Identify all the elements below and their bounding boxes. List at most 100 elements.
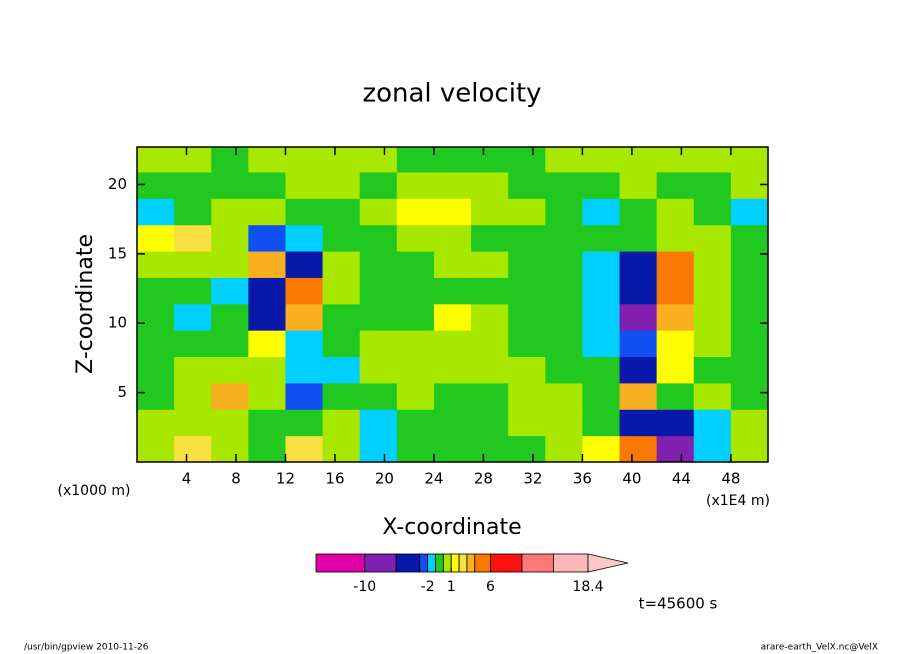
- field-cell: [137, 147, 175, 173]
- field-cell: [619, 382, 658, 410]
- x-tick-label: 40: [622, 470, 641, 488]
- x-tick-label: 4: [182, 470, 192, 488]
- field-cell: [433, 147, 472, 173]
- field-cell: [137, 435, 175, 463]
- colorbar-segment: [315, 553, 366, 573]
- field-cell: [433, 198, 472, 226]
- x-tick-label: 20: [375, 470, 394, 488]
- field-cell: [211, 409, 249, 437]
- field-cell: [248, 198, 286, 226]
- field-cell: [396, 435, 435, 463]
- field-cell: [471, 303, 509, 331]
- field-cell: [211, 251, 249, 278]
- field-cell: [359, 435, 398, 463]
- field-cell: [730, 198, 769, 226]
- field-cell: [693, 277, 732, 305]
- field-cell: [433, 171, 472, 199]
- field-cell: [285, 409, 324, 437]
- field-cell: [656, 251, 695, 278]
- field-cell: [545, 147, 583, 173]
- field-cell: [730, 224, 769, 252]
- field-cell: [211, 382, 249, 410]
- field-cell: [433, 356, 472, 384]
- field-cell: [322, 330, 361, 358]
- field-cell: [508, 198, 546, 226]
- field-cell: [693, 251, 732, 278]
- field-cell: [248, 303, 286, 331]
- field-cell: [137, 330, 175, 358]
- field-cell: [508, 356, 546, 384]
- x-unit: (x1E4 m): [706, 493, 770, 509]
- colorbar-extension: [587, 553, 629, 573]
- field-cell: [619, 330, 658, 358]
- y-tick-label: 10: [108, 314, 127, 332]
- field-cell: [508, 303, 546, 331]
- field-cell: [359, 382, 398, 410]
- field-cell: [396, 277, 435, 305]
- field-cell: [508, 277, 546, 305]
- field-cell: [211, 277, 249, 305]
- field-cell: [248, 224, 286, 252]
- field-cell: [730, 277, 769, 305]
- field-cell: [396, 147, 435, 173]
- field-cell: [285, 224, 324, 252]
- field-cell: [656, 224, 695, 252]
- field-cell: [322, 409, 361, 437]
- field-cell: [137, 171, 175, 199]
- colorbar-segment: [419, 553, 429, 573]
- x-tick-label: 8: [231, 470, 241, 488]
- field-cell: [471, 147, 509, 173]
- field-cell: [471, 277, 509, 305]
- colorbar-tick-label: -10: [353, 579, 376, 595]
- field-cell: [174, 303, 212, 331]
- field-cell: [582, 147, 621, 173]
- y-tick-label: 15: [108, 244, 127, 262]
- x-tick-label: 48: [721, 470, 740, 488]
- field-cell: [322, 277, 361, 305]
- field-cell: [471, 330, 509, 358]
- footer-left: /usr/bin/gpview 2010-11-26: [24, 643, 149, 653]
- colorbar-segment: [466, 553, 476, 573]
- field-cell: [693, 198, 732, 226]
- x-tick-label: 12: [276, 470, 295, 488]
- time-annotation: t=45600 s: [639, 595, 718, 613]
- field-cell: [656, 435, 695, 463]
- footer-right: arare-earth_VelX.nc@VelX: [761, 643, 878, 653]
- field-cell: [285, 356, 324, 384]
- field-cell: [359, 147, 398, 173]
- field-cell: [582, 224, 621, 252]
- field-cell: [693, 435, 732, 463]
- field-cell: [656, 147, 695, 173]
- field-cell: [619, 147, 658, 173]
- field-cell: [137, 224, 175, 252]
- field-cell: [730, 171, 769, 199]
- field-cell: [693, 409, 732, 437]
- field-cell: [396, 251, 435, 278]
- field-cell: [211, 224, 249, 252]
- field-cell: [433, 251, 472, 278]
- y-tick-label: 20: [108, 175, 127, 193]
- field-cell: [174, 356, 212, 384]
- field-cell: [693, 356, 732, 384]
- field-cell: [471, 356, 509, 384]
- field-cell: [433, 277, 472, 305]
- field-cell: [508, 171, 546, 199]
- field-cell: [656, 356, 695, 384]
- field-cell: [582, 330, 621, 358]
- field-cell: [471, 382, 509, 410]
- field-cell: [396, 171, 435, 199]
- field-cell: [396, 356, 435, 384]
- field-cell: [174, 435, 212, 463]
- y-unit: (x1000 m): [58, 483, 131, 499]
- field-cell: [174, 171, 212, 199]
- field-cell: [396, 198, 435, 226]
- field-cell: [656, 382, 695, 410]
- field-cell: [693, 330, 732, 358]
- field-cell: [545, 277, 583, 305]
- field-cell: [322, 171, 361, 199]
- field-cell: [248, 147, 286, 173]
- field-cell: [508, 382, 546, 410]
- field-cell: [359, 171, 398, 199]
- colorbar-segment: [435, 553, 444, 573]
- y-tick-label: 5: [117, 383, 127, 401]
